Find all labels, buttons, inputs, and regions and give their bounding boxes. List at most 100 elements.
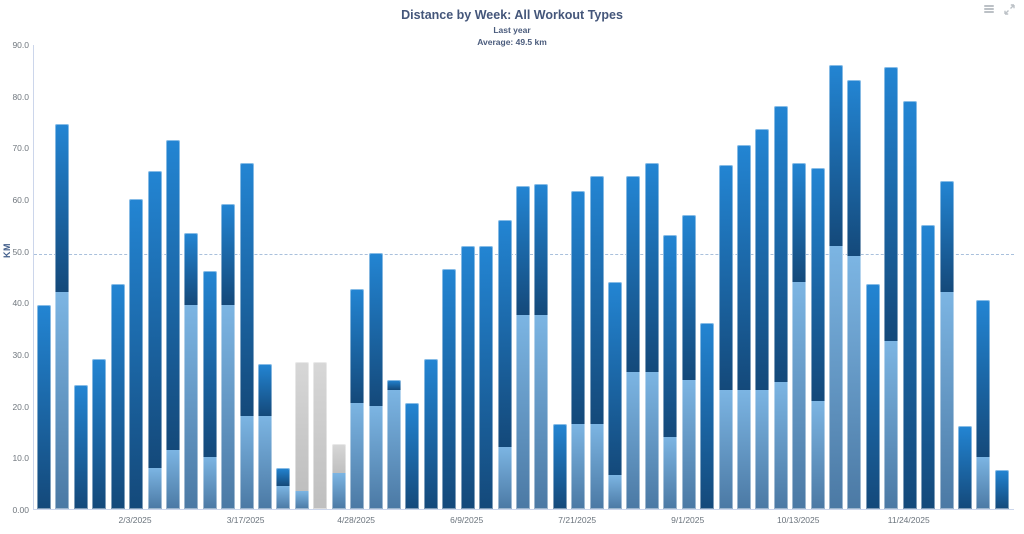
chart-toolbar (983, 3, 1015, 15)
bar-segment-light (534, 315, 549, 509)
bar-week-18[interactable] (350, 289, 365, 509)
bar-segment-light (497, 447, 512, 509)
bar-week-7[interactable] (147, 170, 162, 509)
y-tick-label: 40.0 (12, 298, 29, 309)
bar-segment-dark (921, 224, 936, 509)
bar-segment-light (202, 457, 217, 509)
bar-week-23[interactable] (442, 268, 457, 509)
bar-week-27[interactable] (515, 186, 530, 509)
bar-week-24[interactable] (460, 245, 475, 509)
bar-segment-dark (626, 175, 641, 373)
bar-week-44[interactable] (829, 64, 844, 509)
bar-week-52[interactable] (976, 299, 991, 509)
chart-title: Distance by Week: All Workout Types (401, 8, 623, 22)
bar-week-1[interactable] (37, 304, 51, 509)
bar-segment-dark (552, 423, 567, 509)
bar-segment-dark (534, 183, 549, 316)
bar-segment-dark (165, 139, 180, 450)
bar-week-49[interactable] (921, 224, 936, 509)
bar-week-48[interactable] (902, 100, 917, 509)
bar-segment-dark (405, 403, 420, 509)
bar-week-19[interactable] (368, 253, 383, 509)
bar-week-36[interactable] (681, 214, 696, 509)
bar-week-20[interactable] (386, 379, 401, 509)
bar-week-50[interactable] (939, 180, 954, 509)
bar-segment-light (718, 390, 733, 509)
bar-segment-light (294, 490, 309, 509)
bar-week-4[interactable] (92, 359, 107, 509)
hamburger-menu-icon[interactable] (983, 3, 995, 15)
bar-week-43[interactable] (810, 168, 825, 509)
bar-week-17[interactable] (331, 444, 346, 509)
bar-segment-dark (147, 170, 162, 468)
bar-week-45[interactable] (847, 80, 862, 509)
bar-segment-dark (865, 284, 880, 509)
x-tick-label: 11/24/2025 (887, 515, 930, 525)
bar-week-15[interactable] (294, 361, 309, 509)
bar-segment-light (939, 292, 954, 509)
bar-segment-dark (958, 426, 972, 509)
bar-week-16[interactable] (313, 361, 328, 509)
bar-week-47[interactable] (884, 67, 899, 509)
y-tick-label: 20.0 (12, 401, 29, 412)
bar-segment-light (571, 423, 586, 509)
bar-week-38[interactable] (718, 165, 733, 509)
bar-week-22[interactable] (423, 359, 438, 509)
bar-week-31[interactable] (589, 175, 604, 509)
bar-week-29[interactable] (552, 423, 567, 509)
bar-week-14[interactable] (276, 467, 291, 509)
bar-week-34[interactable] (644, 162, 659, 509)
bar-segment-dark (976, 299, 991, 458)
bar-segment-dark (73, 385, 88, 509)
bar-segment-dark (110, 284, 125, 509)
bar-week-33[interactable] (626, 175, 641, 509)
expand-icon[interactable] (1003, 3, 1015, 15)
bar-segment-dark (202, 271, 217, 458)
bar-segment-light (736, 390, 751, 509)
bar-segment-dark (460, 245, 475, 509)
bar-week-39[interactable] (736, 144, 751, 509)
bar-week-9[interactable] (184, 232, 199, 509)
bar-week-2[interactable] (55, 124, 70, 509)
bar-week-8[interactable] (165, 139, 180, 509)
bar-week-11[interactable] (221, 204, 236, 509)
bar-week-5[interactable] (110, 284, 125, 509)
bar-segment-dark (718, 165, 733, 391)
bar-week-6[interactable] (129, 199, 144, 509)
bar-week-42[interactable] (792, 162, 807, 509)
bar-week-35[interactable] (663, 235, 678, 509)
bar-week-13[interactable] (258, 364, 273, 509)
bar-week-41[interactable] (773, 106, 788, 509)
bar-week-40[interactable] (755, 129, 770, 509)
bar-segment-dark (497, 219, 512, 447)
bar-week-28[interactable] (534, 183, 549, 509)
bar-week-37[interactable] (700, 323, 715, 509)
bar-segment-light (55, 292, 70, 509)
y-tick-label: 80.0 (12, 91, 29, 102)
bar-week-32[interactable] (608, 281, 623, 509)
bar-segment-dark (829, 64, 844, 246)
bar-segment-light (773, 382, 788, 509)
bar-segment-dark (442, 268, 457, 509)
bar-segment-dark (902, 100, 917, 509)
bar-week-3[interactable] (73, 385, 88, 509)
bar-week-30[interactable] (571, 191, 586, 509)
bar-week-46[interactable] (865, 284, 880, 509)
bar-week-51[interactable] (958, 426, 972, 509)
bar-segment-light (165, 449, 180, 509)
bar-segment-light (350, 403, 365, 509)
y-tick-label: 90.0 (12, 40, 29, 50)
bar-week-53[interactable] (994, 470, 1009, 509)
bar-segment-light (608, 475, 623, 509)
bar-segment-dark (221, 204, 236, 305)
bar-segment-dark (276, 467, 291, 486)
bar-segment-light (368, 405, 383, 509)
bar-segment-light (258, 416, 273, 509)
bar-week-21[interactable] (405, 403, 420, 509)
bar-week-10[interactable] (202, 271, 217, 509)
bar-week-12[interactable] (239, 162, 254, 509)
bar-week-25[interactable] (479, 245, 494, 509)
bar-week-26[interactable] (497, 219, 512, 509)
bar-segment-dark (350, 289, 365, 404)
bar-segment-dark (994, 470, 1009, 509)
